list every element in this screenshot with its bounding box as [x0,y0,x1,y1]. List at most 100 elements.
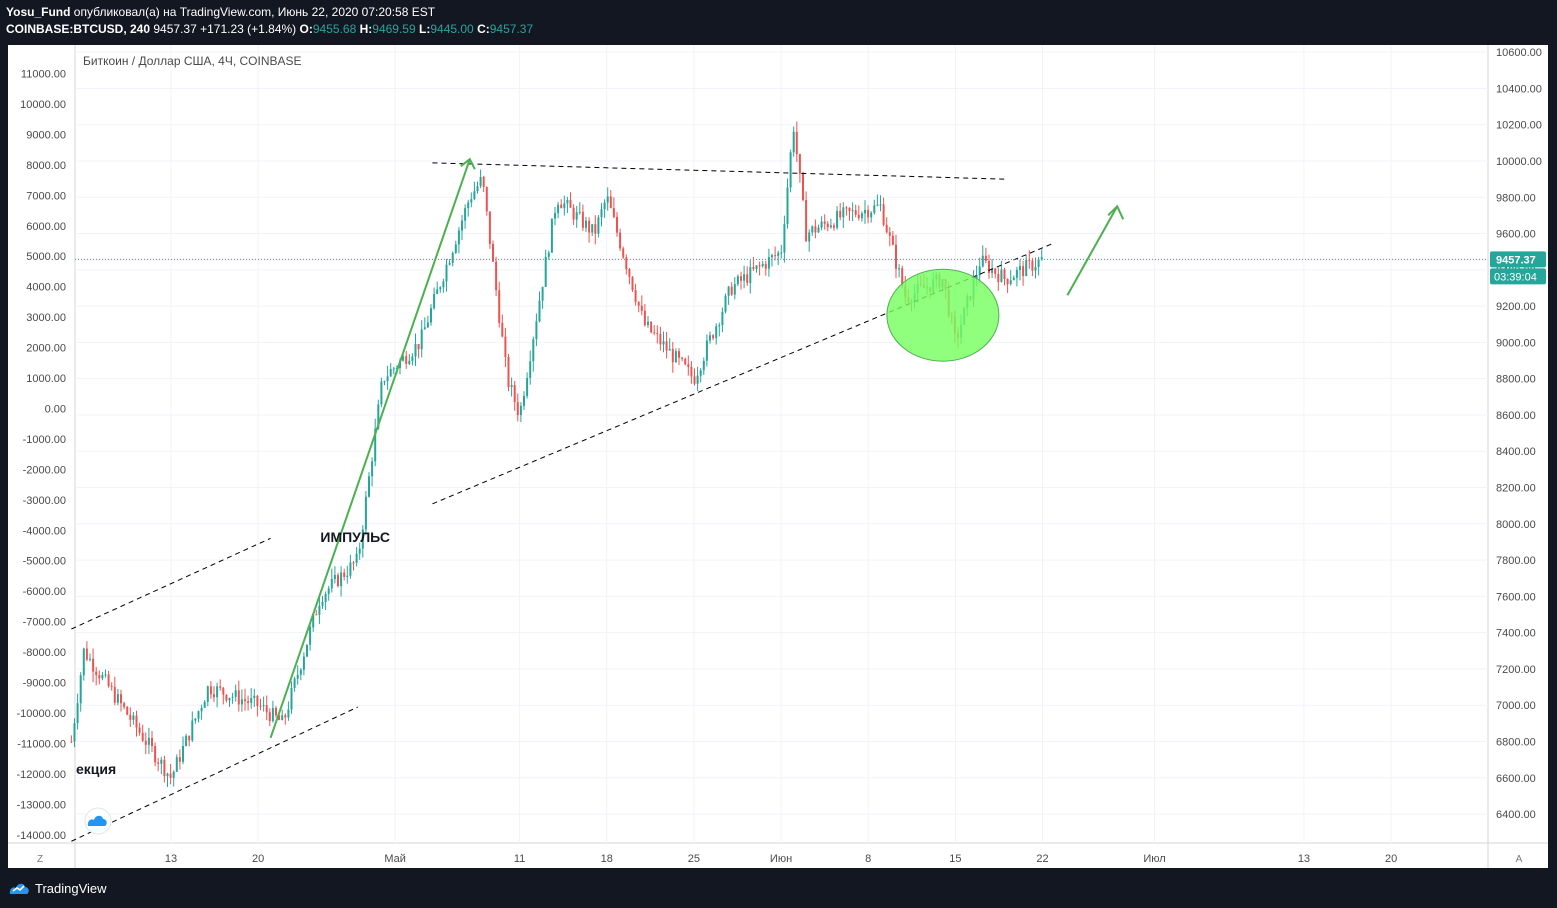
candle-body [445,264,448,282]
candle-body [659,333,662,345]
right-tick-label: 8000.00 [1496,519,1536,531]
current-price-badge [1490,251,1546,268]
candle-body [764,263,767,269]
candle-body [135,715,138,728]
close-value: 9457.37 [489,22,534,36]
right-tick-label: 10000.00 [1496,156,1542,168]
candle-body [817,227,820,233]
right-tick-label: 7000.00 [1496,700,1536,712]
left-tick-label: 11000.00 [21,69,66,81]
candle-body [656,333,659,335]
author-name[interactable]: Yosu_Fund [6,5,71,19]
candle-body [380,381,383,405]
candle-body [89,658,91,660]
candle-body [476,186,479,192]
candle-body [845,207,848,209]
candle-body [172,771,175,778]
right-axis: 10600.00 10400.00 10200.00 10000.00 9800.00 9… [1496,47,1542,821]
time-axis[interactable]: 13 20 Май 11 18 25 Июн 8 15 22 Июл 13 20 Z A [37,853,1523,865]
candle-body [622,248,625,258]
candle-body [730,286,733,295]
time-tick-label: Июн [770,853,792,865]
candle-body [82,648,85,676]
candle-body [851,210,854,212]
candle-body [327,588,330,594]
left-tick-label: -8000.00 [23,647,66,659]
countdown-badge [1490,268,1546,285]
drawings: ИМПУЛЬС екция [71,157,1488,842]
candle-body [1003,269,1006,280]
candle-body [386,376,389,382]
left-tick-label: 10000.00 [20,99,66,111]
candle-body [665,341,668,351]
candle-body [712,335,715,339]
candle-body [1025,260,1028,277]
right-tick-label: 7600.00 [1496,591,1536,603]
candle-body [191,720,194,741]
candle-body [1012,277,1015,281]
candle-body [857,214,860,219]
candle-body [414,343,417,357]
candle-body [116,694,119,703]
candle-body [867,209,870,218]
candle-body [448,262,451,265]
candle-body [761,263,764,267]
candle-body [278,715,281,721]
time-tick-label: 25 [688,853,700,865]
candle-body [284,715,287,718]
left-tick-label: 1000.00 [26,373,66,385]
right-tick-label: 7800.00 [1496,555,1536,567]
candle-body [532,339,535,362]
candle-body [271,707,274,722]
candle-body [823,221,826,224]
right-tick-label: 8400.00 [1496,446,1536,458]
candle-body [572,207,575,220]
candle-body [516,402,519,416]
candle-body [820,221,823,228]
chart-canvas [8,45,1548,868]
tradingview-brand[interactable]: TradingView [8,880,107,896]
chart-header: Yosu_Fund опубликовал(а) на TradingView.… [0,0,1557,40]
candle-body [634,290,637,302]
candle-body [988,260,990,273]
auto-scale-button[interactable]: A [1516,854,1523,865]
candle-body [805,200,808,242]
candle-body [104,674,107,676]
price-chart[interactable]: 11000.00 10000.00 9000.00 8000.00 7000.00 600… [0,40,1557,868]
candle-body [464,208,467,221]
candle-body [789,152,792,188]
candle-body [898,268,901,270]
candle-body [746,274,749,283]
candle-body [519,405,522,416]
candle-body [740,276,742,281]
candle-body [870,212,873,218]
left-tick-label: -14000.00 [16,830,66,842]
candle-body [138,727,141,733]
candle-body [473,191,476,200]
symbol-label: COINBASE:BTCUSD, 240 [6,22,151,36]
candle-body [1000,269,1003,282]
candle-body [774,255,777,257]
candle-body [724,295,727,312]
low-label: L: [419,22,431,36]
candle-body [811,226,814,233]
zoom-corner-button[interactable]: Z [37,854,43,865]
candle-body [777,252,780,256]
right-tick-label: 7200.00 [1496,664,1536,676]
candle-body [792,131,795,153]
candle-body [392,368,395,370]
candle-body [185,735,188,747]
right-tick-label: 9600.00 [1496,229,1536,241]
candle-body [994,268,997,274]
candle-body [798,154,801,174]
candle-body [783,224,786,253]
candle-body [780,252,783,254]
candle-body [330,578,333,589]
projection-arrow-head [1107,204,1125,220]
candle-body [268,712,271,722]
time-tick-label: 20 [1385,853,1397,865]
candle-body [504,336,507,358]
candle-body [510,385,513,388]
candle-body [848,207,851,212]
candle-body [575,212,578,220]
